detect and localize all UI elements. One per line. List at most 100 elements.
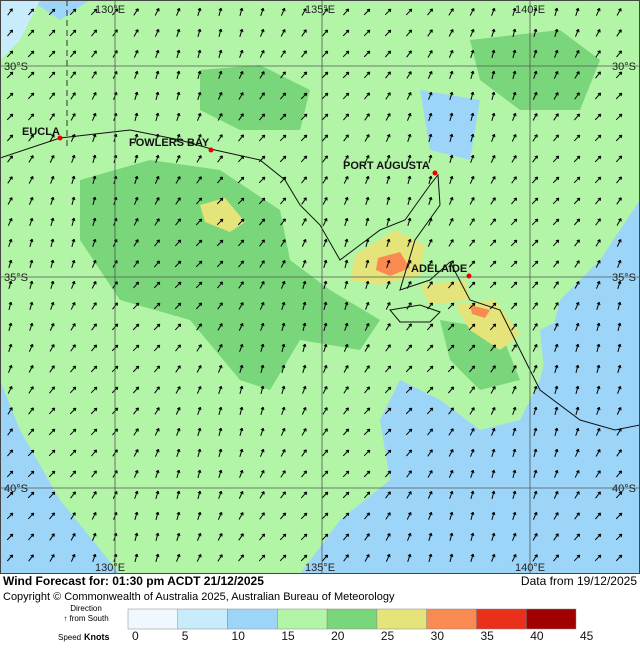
wind-arrow [406, 449, 413, 457]
wind-arrow [27, 92, 35, 100]
wind-arrow [616, 29, 622, 37]
wind-arrow [197, 112, 202, 121]
wind-arrow [238, 533, 244, 541]
wind-arrow [175, 365, 181, 373]
wind-arrow [91, 323, 97, 331]
wind-arrow [92, 133, 97, 142]
wind-arrow [405, 344, 413, 352]
wind-arrow [574, 71, 580, 79]
wind-arrow [280, 491, 286, 499]
wind-arrow [91, 281, 97, 289]
wind-arrow [553, 322, 559, 331]
wind-arrow [406, 50, 412, 58]
wind-arrow [616, 428, 622, 436]
coastline [0, 129, 640, 431]
wind-arrow [511, 155, 517, 163]
wind-arrow [28, 533, 35, 541]
wind-arrow [300, 554, 308, 562]
wind-arrow [279, 113, 287, 121]
wind-arrow [280, 71, 286, 79]
place-dot [432, 170, 438, 176]
wind-arrow [574, 533, 581, 541]
wind-arrow [281, 364, 286, 373]
wind-arrow [218, 28, 223, 37]
wind-arrow [343, 386, 349, 394]
wind-arrow [386, 280, 391, 289]
wind-arrow [363, 449, 371, 457]
wind-arrow [133, 239, 139, 247]
wind-arrow [510, 218, 518, 226]
wind-arrow [531, 218, 539, 226]
wind-arrow [470, 448, 475, 457]
wind-arrow [50, 280, 55, 289]
wind-arrow [364, 322, 370, 331]
wind-arrow [595, 427, 601, 436]
wind-arrow [448, 218, 454, 226]
wind-arrow [7, 176, 13, 184]
lon-label: 140°E [515, 562, 545, 574]
wind-arrow [386, 259, 391, 268]
wind-arrow [239, 469, 244, 478]
wind-arrow [574, 113, 581, 121]
wind-arrow [553, 134, 559, 142]
wind-arrow [239, 7, 244, 16]
wind-arrow [196, 554, 202, 562]
wind-arrow [71, 259, 76, 268]
wind-arrow [322, 29, 329, 37]
wind-arrow [489, 323, 497, 331]
wind-arrow [470, 469, 475, 478]
wind-arrow [300, 512, 308, 520]
wind-arrow [384, 29, 392, 37]
wind-arrow [342, 428, 350, 436]
wind-arrow [91, 71, 97, 79]
wind-arrow [512, 70, 517, 79]
wind-arrow [176, 448, 181, 457]
wind-arrow [134, 112, 139, 121]
wind-arrow [153, 344, 161, 352]
wind-arrow [7, 8, 13, 16]
wind-arrow [596, 322, 601, 331]
wind-arrow [218, 469, 223, 478]
wind-arrow [70, 113, 76, 121]
wind-arrow [448, 449, 454, 457]
wind-arrow [238, 512, 244, 520]
wind-arrow [91, 302, 97, 310]
wind-arrow [238, 113, 244, 121]
wind-arrow [344, 259, 349, 268]
wind-arrow [615, 155, 623, 163]
wind-arrow [426, 365, 434, 373]
wind-arrow [449, 532, 454, 541]
wind-arrow [490, 197, 496, 205]
wind-arrow [134, 91, 139, 100]
wind-arrow [321, 554, 329, 562]
wind-arrow [426, 386, 434, 394]
wind-arrow [27, 50, 35, 58]
wind-arrow [6, 491, 14, 499]
wind-arrow [196, 344, 202, 352]
wind-arrow [90, 428, 98, 436]
wind-arrow [71, 217, 76, 226]
wind-arrow [218, 448, 223, 457]
wind-arrow [71, 280, 76, 289]
wind-arrow [133, 281, 140, 289]
wind-arrow [321, 92, 329, 100]
wind-arrow [386, 175, 391, 184]
wind-arrow [385, 133, 391, 142]
wind-arrow [427, 302, 433, 310]
wind-arrow [7, 428, 13, 436]
lat-label: 40°S [4, 483, 28, 495]
wind-arrow [428, 133, 433, 142]
wind-arrow [259, 260, 265, 268]
wind-arrow [365, 217, 370, 226]
wind-arrow [596, 280, 601, 289]
wind-arrow [448, 8, 454, 16]
wind-arrow [343, 113, 350, 121]
wind-arrow [344, 280, 349, 289]
wind-arrow [616, 8, 622, 16]
wind-arrow [48, 407, 56, 415]
wind-arrow [218, 49, 223, 58]
wind-arrow [70, 323, 76, 331]
wind-arrow [90, 386, 98, 394]
wind-arrow [365, 196, 370, 205]
wind-arrow [595, 197, 602, 205]
